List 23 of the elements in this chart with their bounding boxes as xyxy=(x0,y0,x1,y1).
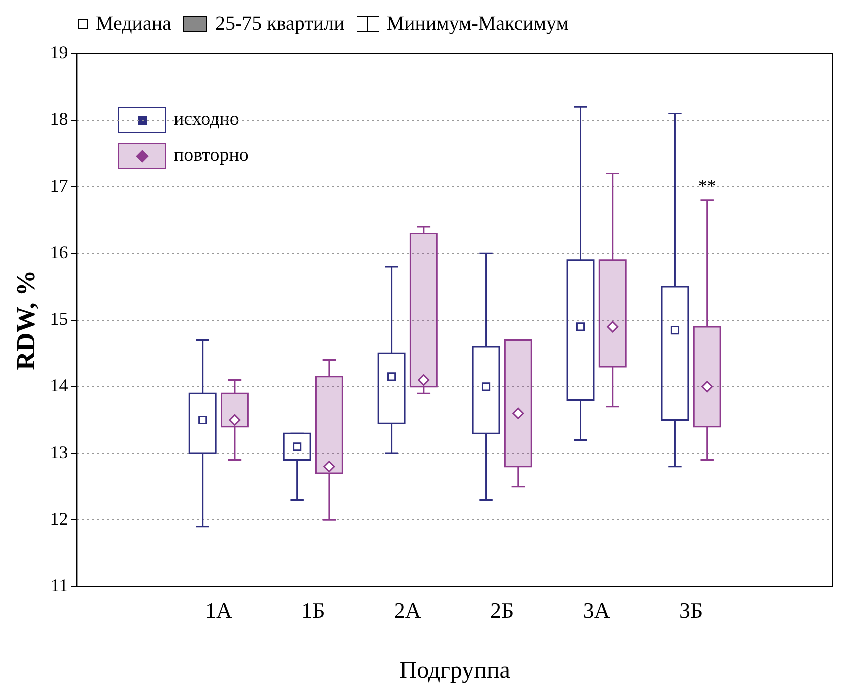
legend-label: повторно xyxy=(174,145,249,167)
annotation: ** xyxy=(698,176,716,196)
x-tick-label: 2Б xyxy=(490,598,514,623)
y-tick-label: 17 xyxy=(50,176,68,196)
text: Минимум-Максимум xyxy=(386,12,569,36)
text: Медиана xyxy=(96,12,172,36)
text: 25-75 квартили xyxy=(215,12,345,36)
y-tick-label: 19 xyxy=(50,42,68,63)
x-tick-label: 1Б xyxy=(302,598,326,623)
x-axis-title: Подгруппа xyxy=(400,658,511,684)
x-tick-label: 3А xyxy=(583,598,610,623)
y-tick-label: 15 xyxy=(50,309,68,330)
y-tick-label: 16 xyxy=(50,242,68,262)
y-tick-label: 13 xyxy=(50,442,68,462)
x-tick-label: 1А xyxy=(205,598,232,623)
y-tick-label: 12 xyxy=(50,508,68,529)
y-axis-title: RDW, % xyxy=(11,270,40,370)
legend-label: исходно xyxy=(174,109,240,131)
x-tick-label: 2А xyxy=(394,598,422,623)
y-tick-label: 11 xyxy=(50,576,68,596)
x-tick-label: 3Б xyxy=(679,598,704,623)
y-tick-label: 14 xyxy=(50,376,68,396)
y-tick-label: 18 xyxy=(50,109,68,130)
